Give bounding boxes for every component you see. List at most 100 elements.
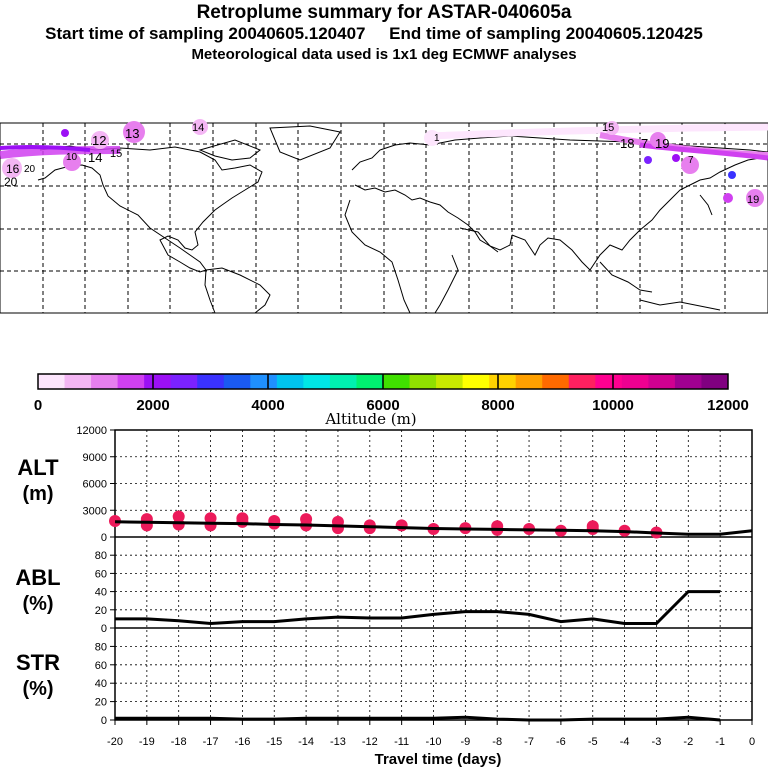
colorbar-cell xyxy=(515,374,543,389)
plume-label: 18 xyxy=(620,136,634,151)
alt-plume-spot xyxy=(300,513,313,526)
plume-label: 14 xyxy=(88,150,102,165)
abl-y-tick-label: 0 xyxy=(101,623,107,635)
alt-y-tick-label: 6000 xyxy=(83,479,107,491)
plume-label: 7 xyxy=(688,155,694,166)
abl-y-tick-label: 80 xyxy=(95,550,107,562)
colorbar-cell xyxy=(170,374,198,389)
colorbar-cell xyxy=(223,374,251,389)
plume-label: 19 xyxy=(655,136,669,151)
x-tick-label: -19 xyxy=(139,736,155,748)
x-tick-label: -11 xyxy=(394,736,409,748)
colorbar-cell xyxy=(568,374,596,389)
alt-y-tick-label: 12000 xyxy=(76,425,107,437)
x-tick-label: -16 xyxy=(234,736,250,748)
abl-y-tick-label: 40 xyxy=(95,587,107,599)
colorbar-cell xyxy=(674,374,702,389)
x-tick-label: -14 xyxy=(298,736,314,748)
x-tick-label: -7 xyxy=(524,736,534,748)
colorbar-tick-label: 0 xyxy=(34,397,42,414)
alt-panel-unit: (m) xyxy=(22,483,53,505)
colorbar-cell xyxy=(117,374,145,389)
colorbar-tick-label: 8000 xyxy=(481,397,514,414)
colorbar-cell xyxy=(356,374,384,389)
colorbar-cell xyxy=(38,374,66,389)
colorbar-tick-label: 10000 xyxy=(592,397,634,414)
colorbar-tick-label: 4000 xyxy=(251,397,284,414)
str-panel-label: STR xyxy=(16,650,60,675)
alt-plume-spots xyxy=(109,510,663,539)
x-tick-label: -8 xyxy=(492,736,502,748)
alt-panel-label: ALT xyxy=(17,455,59,480)
x-tick-label: -6 xyxy=(556,736,566,748)
str-y-tick-label: 40 xyxy=(95,678,107,690)
colorbar-tick-label: 2000 xyxy=(136,397,169,414)
colorbar-cell xyxy=(329,374,357,389)
plume-label: 1 xyxy=(434,133,440,144)
colorbar-cell xyxy=(409,374,437,389)
str-line xyxy=(115,715,721,722)
x-axis-label: Travel time (days) xyxy=(375,751,502,768)
met-data-line: Meteorological data used is 1x1 deg ECMW… xyxy=(191,46,577,63)
alt-y-tick-label: 9000 xyxy=(83,452,107,464)
str-y-tick-label: 20 xyxy=(95,697,107,709)
colorbar-cell xyxy=(595,374,623,389)
colorbar-cell xyxy=(436,374,464,389)
x-tick-label: 0 xyxy=(749,736,755,748)
abl-panel-unit: (%) xyxy=(22,593,53,615)
plume-label: 15 xyxy=(602,122,614,134)
abl-line xyxy=(115,590,721,626)
x-tick-label: -13 xyxy=(330,736,346,748)
plume-label: 12 xyxy=(92,133,106,148)
colorbar-cell xyxy=(250,374,278,389)
x-tick-label: -12 xyxy=(362,736,378,748)
x-tick-label: -20 xyxy=(107,736,123,748)
alt-plume-spot xyxy=(395,519,408,532)
colorbar-cell xyxy=(144,374,172,389)
plume-label: 19 xyxy=(747,194,759,206)
page-title: Retroplume summary for ASTAR-040605a xyxy=(196,2,572,23)
abl-y-tick-label: 60 xyxy=(95,568,107,580)
colorbar-tick-label: 6000 xyxy=(366,397,399,414)
plume-trajectories xyxy=(0,119,768,207)
x-tick-label: -18 xyxy=(171,736,187,748)
x-tick-label: -1 xyxy=(715,736,725,748)
colorbar-cell xyxy=(91,374,119,389)
abl-y-tick-label: 20 xyxy=(95,605,107,617)
alt-plume-spot xyxy=(109,514,121,527)
x-tick-label: -17 xyxy=(203,736,219,748)
sampling-time-line: Start time of sampling 20040605.120407 E… xyxy=(45,24,703,43)
plume-label: 10 xyxy=(66,152,78,163)
colorbar-cell xyxy=(383,374,411,389)
str-panel-unit: (%) xyxy=(22,678,53,700)
plume-label: 20 xyxy=(4,175,18,189)
str-y-tick-label: 80 xyxy=(95,641,107,653)
alt-y-tick-label: 3000 xyxy=(83,505,107,517)
str-y-tick-label: 0 xyxy=(101,715,107,727)
colorbar-cell xyxy=(276,374,304,389)
plume-label: 13 xyxy=(125,126,139,141)
alt-mean-line xyxy=(114,520,753,536)
alt-plume-spot xyxy=(204,512,217,525)
plume-label: 16 xyxy=(6,162,20,176)
colorbar-cell xyxy=(462,374,490,389)
colorbar-label: Altitude (m) xyxy=(324,410,416,428)
colorbar-cell xyxy=(489,374,517,389)
abl-panel-label: ABL xyxy=(15,565,60,590)
plume-labels: 12 13 14 14 15 10 16 20 1 15 18 7 19 19 … xyxy=(4,122,759,206)
colorbar-cell xyxy=(197,374,225,389)
colorbar-tick-label: 12000 xyxy=(707,397,749,414)
colorbar-cell xyxy=(648,374,676,389)
x-tick-label: -4 xyxy=(620,736,630,748)
plume-label: 15 xyxy=(110,148,122,160)
alt-plume-spot xyxy=(172,510,185,523)
colorbar-cell xyxy=(621,374,649,389)
alt-plume-spot xyxy=(236,512,249,525)
x-tick-label: -9 xyxy=(460,736,470,748)
x-tick-label: -5 xyxy=(588,736,598,748)
colorbar-cell xyxy=(64,374,92,389)
x-tick-label: -15 xyxy=(266,736,282,748)
world-map: 12 13 14 14 15 10 16 20 1 15 18 7 19 19 … xyxy=(0,119,768,314)
